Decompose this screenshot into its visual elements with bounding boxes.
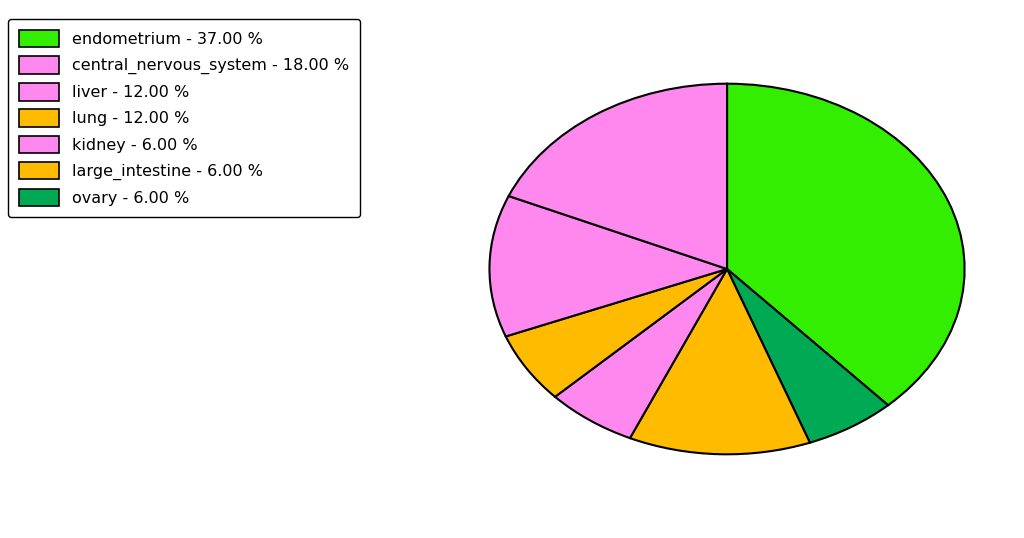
Wedge shape [727,269,888,443]
Wedge shape [509,84,727,269]
Wedge shape [506,269,727,397]
Wedge shape [555,269,727,438]
Wedge shape [630,269,810,454]
Wedge shape [727,84,965,405]
Legend: endometrium - 37.00 %, central_nervous_system - 18.00 %, liver - 12.00 %, lung -: endometrium - 37.00 %, central_nervous_s… [8,19,360,217]
Wedge shape [489,196,727,336]
